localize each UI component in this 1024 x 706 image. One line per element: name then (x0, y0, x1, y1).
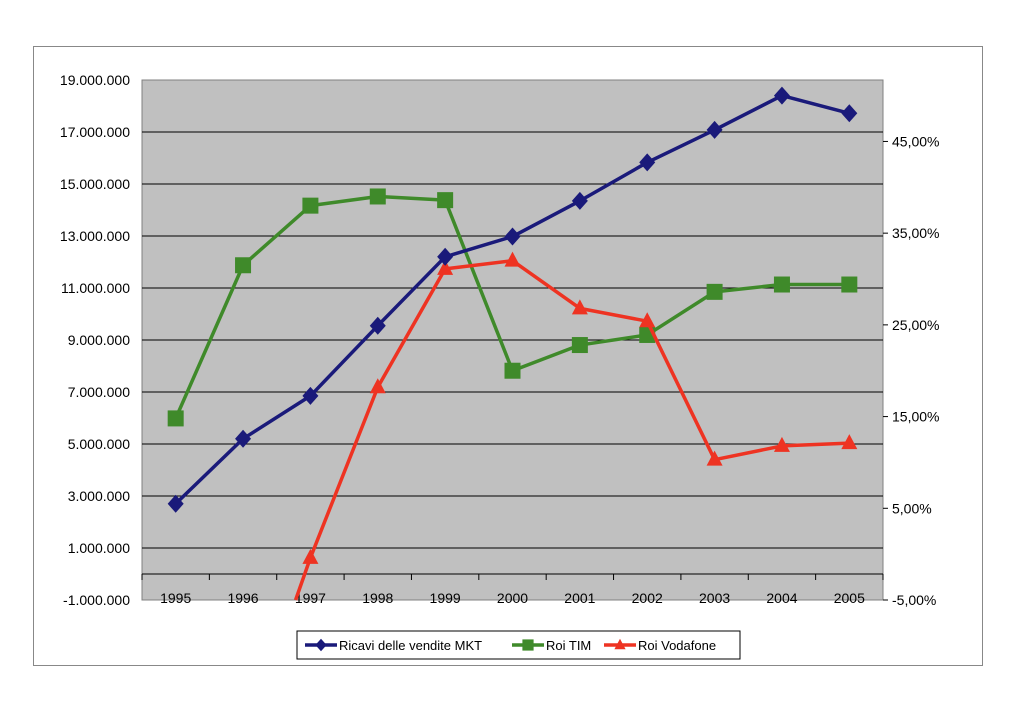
data-point-triangle (437, 259, 454, 275)
x-axis-tick-label: 1997 (295, 590, 326, 606)
right-axis-tick-label: -5,00% (892, 592, 936, 608)
data-point-square (571, 337, 588, 354)
data-point-diamond (437, 247, 454, 266)
legend-items: Ricavi delle vendite MKT Roi TIM Roi Vodaf… (305, 638, 716, 653)
left-axis-tick-label: 7.000.000 (68, 384, 130, 400)
data-point-diamond (235, 429, 252, 448)
data-point-diamond (571, 191, 588, 210)
data-point-square (773, 276, 790, 293)
chart-frame (33, 46, 983, 666)
series-layer (167, 86, 858, 601)
left-axis-tick-label: 11.000.000 (61, 280, 130, 296)
x-axis-tick-label: 2001 (564, 590, 595, 606)
left-axis-tick-label: 13.000.000 (60, 228, 130, 244)
left-axis: 19.000.000 17.000.000 15.000.000 13.000.000… (60, 72, 130, 608)
series-roi-tim (167, 188, 858, 427)
data-point-triangle (504, 251, 521, 267)
gridlines (141, 131, 884, 580)
right-axis: 45,00% 35,00% 25,00% 15,00% 5,00% -5,00% (883, 133, 939, 608)
legend-label: Roi TIM (546, 638, 591, 653)
data-point-diamond (302, 386, 319, 405)
left-axis-tick-label: -1.000.000 (63, 592, 130, 608)
data-point-square (522, 639, 534, 651)
data-point-square (235, 257, 252, 274)
right-axis-tick-label: 35,00% (892, 225, 939, 241)
x-axis-tick-label: 1995 (160, 590, 191, 606)
data-point-square (504, 362, 521, 379)
data-point-triangle (614, 638, 626, 650)
x-axis-tick-label: 1999 (430, 590, 461, 606)
left-axis-tick-label: 3.000.000 (68, 488, 130, 504)
legend: Ricavi delle vendite MKT Roi TIM Roi Vodaf… (296, 630, 741, 660)
data-point-triangle (369, 378, 386, 394)
data-point-triangle (639, 312, 656, 328)
right-axis-tick-label: 15,00% (892, 409, 939, 425)
left-axis-tick-label: 15.000.000 (60, 176, 130, 192)
series-roi-vodafone (293, 251, 858, 601)
data-point-diamond (167, 494, 184, 513)
data-point-diamond (369, 316, 386, 335)
legend-item: Roi Vodafone (604, 638, 716, 653)
data-point-triangle (841, 434, 858, 450)
legend-item: Roi TIM (512, 638, 591, 653)
x-axis-tick-label: 2003 (699, 590, 730, 606)
x-axis-tick-label: 1996 (227, 590, 258, 606)
left-axis-tick-label: 1.000.000 (68, 540, 130, 556)
data-point-triangle (302, 548, 319, 564)
series-line (293, 258, 850, 601)
data-point-square (369, 188, 386, 205)
x-axis-tick-label: 2005 (834, 590, 865, 606)
data-point-square (706, 283, 723, 300)
data-point-triangle (706, 450, 723, 466)
left-axis-tick-label: 9.000.000 (68, 332, 130, 348)
legend-label: Roi Vodafone (638, 638, 716, 653)
series-ricavi-delle-vendite-mkt (167, 86, 858, 513)
data-point-diamond (706, 120, 723, 139)
data-point-square (167, 410, 184, 427)
x-axis-tick-label: 1998 (362, 590, 393, 606)
data-point-diamond (773, 86, 790, 105)
data-point-square (841, 276, 858, 293)
left-axis-tick-label: 19.000.000 (60, 72, 130, 88)
x-axis-tick-label: 2004 (766, 590, 797, 606)
data-point-diamond (639, 153, 656, 172)
right-axis-tick-label: 45,00% (892, 133, 939, 149)
data-point-triangle (571, 299, 588, 315)
left-axis-tick-label: 5.000.000 (68, 436, 130, 452)
left-axis-tick-label: 17.000.000 (60, 124, 130, 140)
legend-label: Ricavi delle vendite MKT (339, 638, 482, 653)
data-point-triangle (773, 436, 790, 452)
right-axis-tick-label: 25,00% (892, 317, 939, 333)
data-point-square (302, 197, 319, 214)
data-point-square (437, 192, 454, 209)
x-axis-tick-label: 2002 (632, 590, 663, 606)
right-axis-tick-label: 5,00% (892, 500, 932, 516)
x-axis: 1995 1996 1997 1998 1999 2000 2001 2002 2003 2004… (160, 590, 865, 606)
data-point-diamond (504, 227, 521, 246)
x-axis-tick-label: 2000 (497, 590, 528, 606)
data-point-diamond (841, 104, 858, 123)
